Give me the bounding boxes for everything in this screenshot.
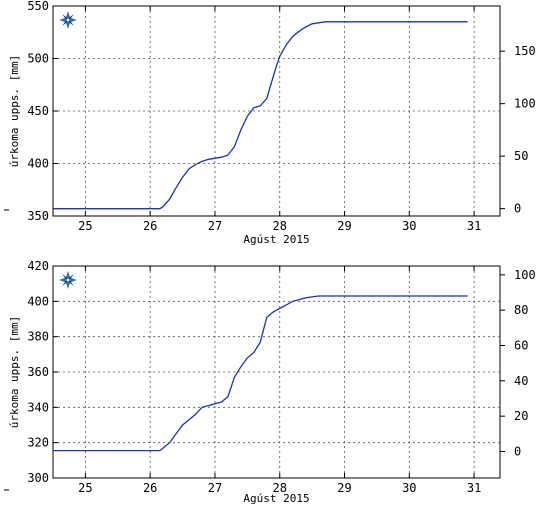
y-left-tick-label: 320 bbox=[27, 436, 49, 450]
plot-frame bbox=[52, 265, 501, 479]
x-tick-label: 25 bbox=[78, 219, 92, 233]
y-left-tick-label: 350 bbox=[27, 209, 49, 223]
series-line bbox=[53, 295, 468, 452]
y-left-tick-label: 300 bbox=[27, 471, 49, 485]
x-tick-label: 28 bbox=[273, 219, 287, 233]
compass-star-center bbox=[66, 18, 70, 22]
y-right-tick-label: 60 bbox=[514, 339, 528, 353]
x-tick-label: 26 bbox=[143, 481, 157, 495]
y-left-tick-label: 400 bbox=[27, 157, 49, 171]
y-right-tick-label: 0 bbox=[514, 202, 521, 216]
y-right-tick-label: 80 bbox=[514, 303, 528, 317]
x-tick-label: 28 bbox=[273, 481, 287, 495]
y-left-tick-label: 380 bbox=[27, 330, 49, 344]
chart-panel-1: 25 26 27 28 29 30 31 350 400 450 500 550 0 50 100 150 Ag… bbox=[8, 0, 536, 246]
x-tick-label: 31 bbox=[467, 219, 481, 233]
x-tick-label: 30 bbox=[402, 219, 416, 233]
x-tick-label: 31 bbox=[467, 481, 481, 495]
x-tick-label: 30 bbox=[402, 481, 416, 495]
x-tick-label: 27 bbox=[208, 219, 222, 233]
y-right-tick-label: 20 bbox=[514, 409, 528, 423]
y-right-tick-label: 100 bbox=[514, 268, 536, 282]
y-left-tick-label: 550 bbox=[27, 0, 49, 13]
y-right-tick-label: 0 bbox=[514, 445, 521, 459]
series-line bbox=[53, 21, 468, 210]
y-left-tick-label: 340 bbox=[27, 400, 49, 414]
y-right-tick-label: 150 bbox=[514, 44, 536, 58]
y-left-tick-label: 360 bbox=[27, 365, 49, 379]
y-axis-label: úrkoma upps. [mm] bbox=[8, 316, 21, 429]
y-axis-label: úrkoma upps. [mm] bbox=[8, 55, 21, 168]
x-tick-label: 27 bbox=[208, 481, 222, 495]
y-left-tick-label: 400 bbox=[27, 294, 49, 308]
y-right-tick-label: 50 bbox=[514, 149, 528, 163]
chart-panel-2: 25 26 27 28 29 30 31 300 320 340 360 380 400 420 0 20 40… bbox=[8, 259, 536, 505]
x-tick-label: 29 bbox=[337, 481, 351, 495]
x-tick-label: 26 bbox=[143, 219, 157, 233]
compass-star-icon bbox=[59, 11, 77, 29]
y-right-tick-label: 40 bbox=[514, 374, 528, 388]
x-axis-label: Agúst 2015 bbox=[243, 492, 309, 505]
x-tick-label: 25 bbox=[78, 481, 92, 495]
y-right-tick-label: 100 bbox=[514, 97, 536, 111]
y-left-tick-label: 420 bbox=[27, 259, 49, 273]
x-axis-label: Agúst 2015 bbox=[243, 233, 309, 246]
plot-frame bbox=[52, 5, 501, 217]
compass-star-icon bbox=[59, 271, 77, 289]
compass-star-center bbox=[66, 278, 70, 282]
y-left-tick-label: 500 bbox=[27, 52, 49, 66]
x-tick-label: 29 bbox=[337, 219, 351, 233]
y-left-tick-label: 450 bbox=[27, 104, 49, 118]
